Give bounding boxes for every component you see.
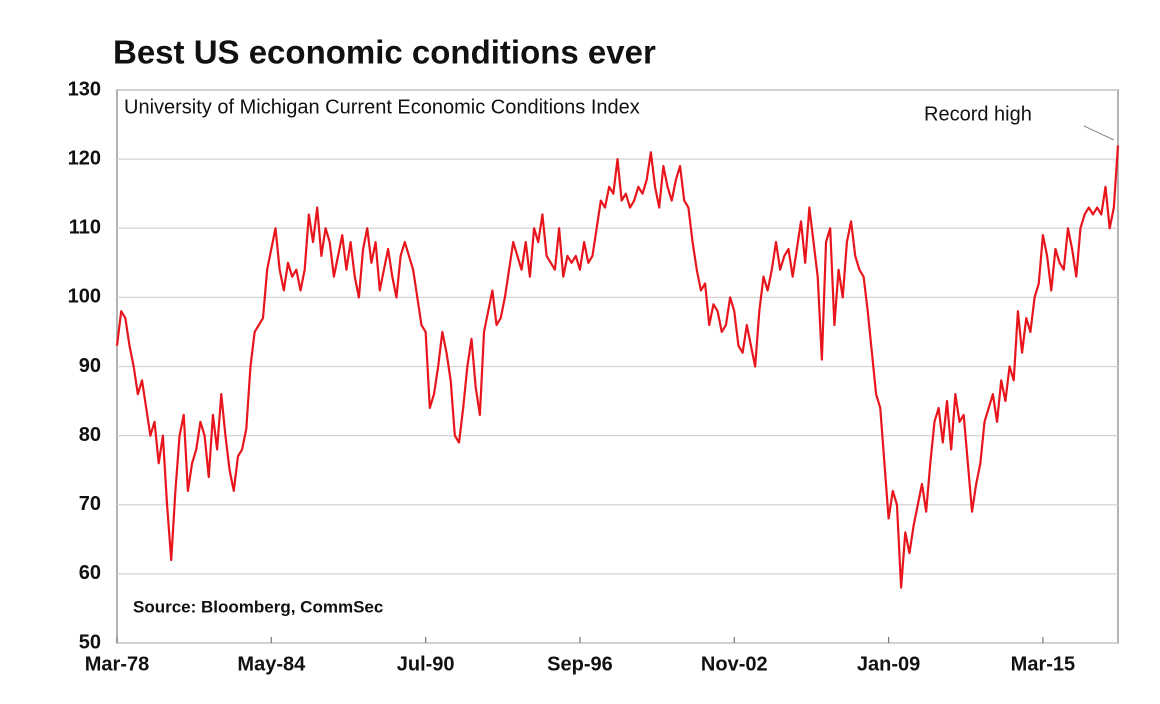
x-tick-label: Mar-78 [85,653,149,675]
y-tick-label: 90 [79,355,101,377]
x-tick-label: May-84 [237,653,306,675]
chart-title: Best US economic conditions ever [113,34,656,71]
annotation-leader [1083,125,1115,141]
source-note: Source: Bloomberg, CommSec [133,597,383,616]
y-tick-label: 70 [79,493,101,515]
annotation: Record high [924,103,1032,125]
chart-subtitle: University of Michigan Current Economic … [124,96,640,118]
y-tick-label: 130 [68,78,101,100]
x-tick-label: Jan-09 [857,653,920,675]
x-tick-label: Nov-02 [701,653,768,675]
x-tick-label: Jul-90 [397,653,455,675]
y-tick-label: 120 [68,147,101,169]
y-tick-label: 50 [79,631,101,653]
y-tick-label: 100 [68,286,101,308]
grid [117,89,1118,644]
x-tick-label: Mar-15 [1011,653,1075,675]
x-tick-label: Sep-96 [547,653,613,675]
y-tick-label: 60 [79,562,101,584]
data-line [115,145,1120,589]
y-tick-label: 110 [69,217,101,239]
y-tick-label: 80 [79,424,101,446]
